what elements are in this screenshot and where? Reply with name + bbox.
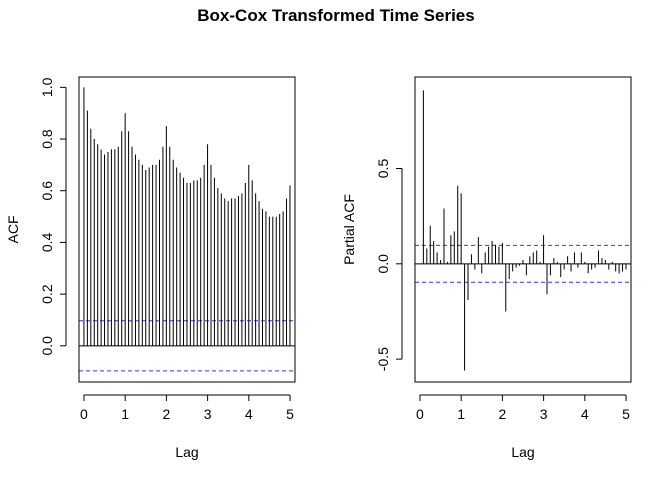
x-tick-label: 4: [245, 406, 253, 422]
x-tick-label: 5: [286, 406, 294, 422]
x-tick-label: 5: [622, 406, 630, 422]
x-tick-label: 3: [540, 406, 548, 422]
x-tick-label: 3: [204, 406, 212, 422]
x-tick-label: 1: [457, 406, 465, 422]
y-tick-label: 0.5: [375, 159, 391, 179]
y-tick-label: 1.0: [39, 77, 55, 97]
y-tick-label: 0.6: [39, 181, 55, 201]
y-tick-label: 0.0: [375, 254, 391, 274]
x-tick-label: 0: [416, 406, 424, 422]
x-axis-label: Lag: [175, 444, 198, 460]
y-tick-label: 0.2: [39, 284, 55, 304]
y-axis-label: ACF: [5, 216, 21, 244]
y-tick-label: 0.8: [39, 129, 55, 149]
x-axis-label: Lag: [511, 444, 534, 460]
y-axis-label: Partial ACF: [341, 194, 357, 265]
x-tick-label: 2: [162, 406, 170, 422]
x-tick-label: 0: [80, 406, 88, 422]
y-tick-label: -0.5: [375, 347, 391, 371]
plot-frame: [78, 76, 296, 383]
figure-title: Box-Cox Transformed Time Series: [197, 6, 474, 25]
x-tick-label: 1: [121, 406, 129, 422]
x-tick-label: 2: [498, 406, 506, 422]
plot-frame: [414, 76, 632, 383]
y-tick-label: 0.0: [39, 336, 55, 356]
x-tick-label: 4: [581, 406, 589, 422]
acf-panel: 0 1 2 3 4 5 0.0 0.2 0.4 0.6 0.8 1.0 Lag ACF: [5, 76, 296, 460]
y-tick-label: 0.4: [39, 232, 55, 252]
pacf-panel: 0 1 2 3 4 5 -0.5 0.0 0.5 Lag Partial ACF: [341, 76, 632, 460]
